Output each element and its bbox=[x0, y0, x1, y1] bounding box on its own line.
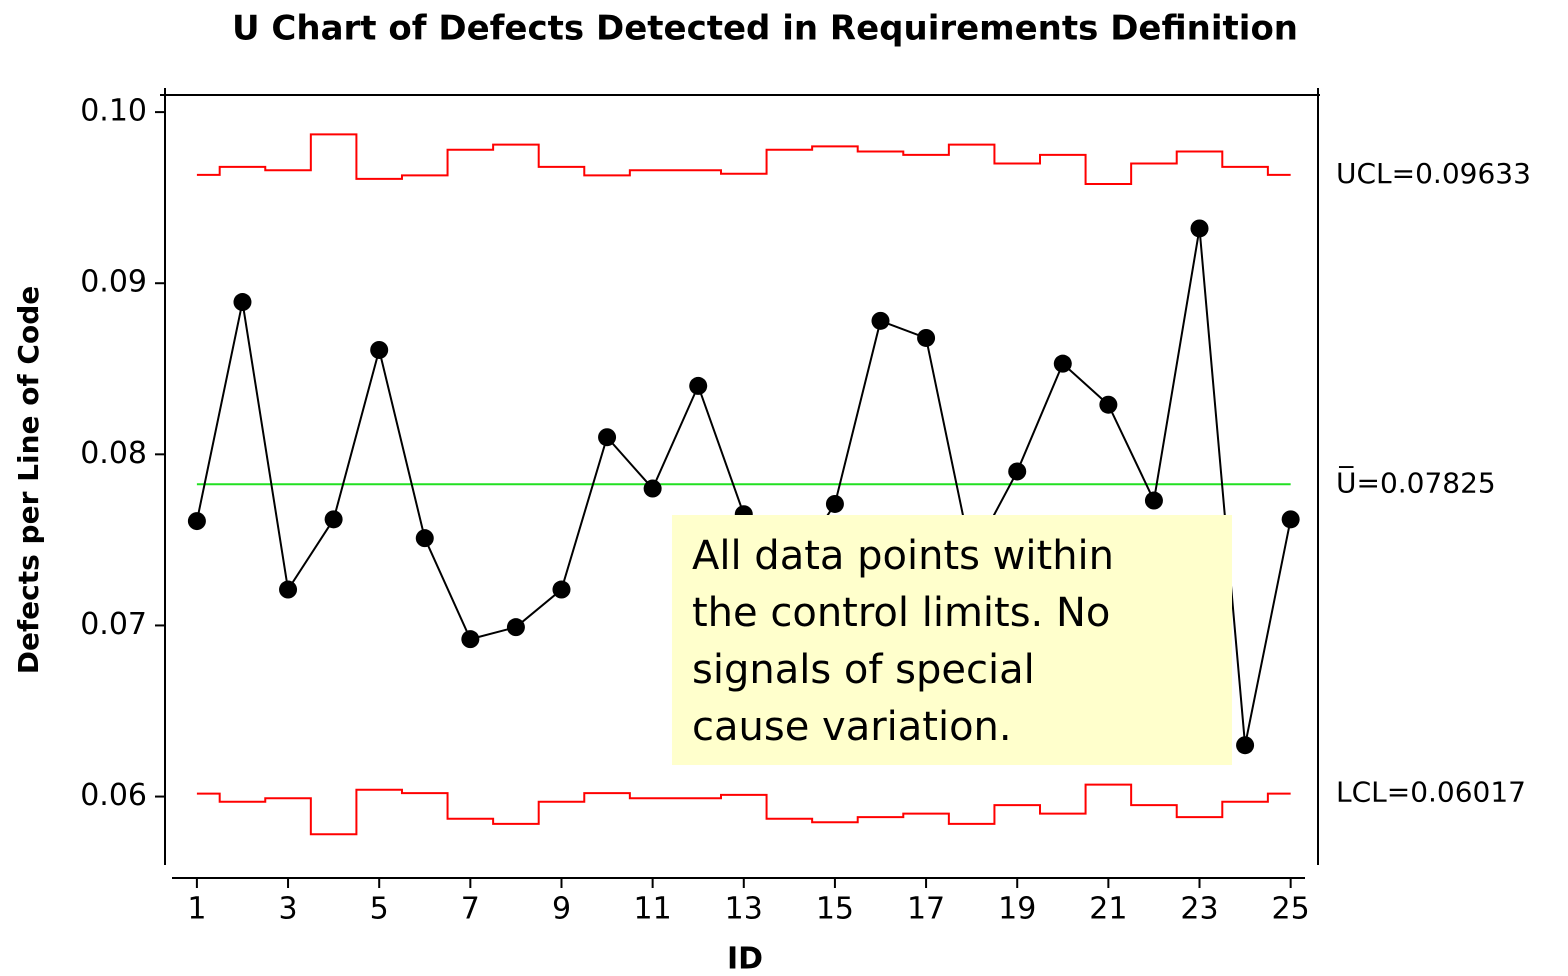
x-tick-label: 1 bbox=[187, 892, 206, 927]
data-point bbox=[917, 328, 936, 347]
control-limit bbox=[196, 133, 1291, 185]
chart-title: U Chart of Defects Detected in Requireme… bbox=[232, 9, 1298, 49]
data-point bbox=[1144, 491, 1163, 510]
data-point bbox=[461, 630, 480, 649]
x-axis-label: ID bbox=[727, 942, 763, 976]
data-point bbox=[1053, 354, 1072, 373]
data-point bbox=[552, 580, 571, 599]
x-tick-label: 3 bbox=[279, 892, 298, 927]
data-point bbox=[324, 510, 343, 529]
y-tick-label: 0.07 bbox=[80, 607, 147, 642]
data-point bbox=[279, 580, 298, 599]
x-tick-label: 15 bbox=[816, 892, 854, 927]
x-tick-label: 21 bbox=[1089, 892, 1127, 927]
x-tick-label: 13 bbox=[725, 892, 763, 927]
x-tick-label: 11 bbox=[634, 892, 672, 927]
data-point bbox=[825, 494, 844, 513]
frame bbox=[160, 88, 1320, 879]
control-limit bbox=[196, 783, 1291, 836]
data-point bbox=[187, 512, 206, 531]
data-point bbox=[871, 311, 890, 330]
x-tick-label: 5 bbox=[370, 892, 389, 927]
annotation-box bbox=[672, 515, 1232, 765]
annotation-text: cause variation. bbox=[692, 704, 1012, 750]
x-tick-label: 9 bbox=[552, 892, 571, 927]
data-point bbox=[1236, 736, 1255, 755]
data-point bbox=[233, 293, 252, 312]
data-point bbox=[415, 529, 434, 548]
x-tick-label: 7 bbox=[461, 892, 480, 927]
data-point bbox=[1281, 510, 1300, 529]
y-axis-label: Defects per Line of Code bbox=[12, 286, 45, 675]
y-tick-label: 0.10 bbox=[80, 94, 147, 129]
annotation-text: All data points within bbox=[692, 533, 1114, 579]
data-point bbox=[506, 618, 525, 637]
y-tick-label: 0.06 bbox=[80, 778, 147, 813]
data-point bbox=[1008, 462, 1027, 481]
y-tick-label: 0.08 bbox=[80, 436, 147, 471]
data-point bbox=[1099, 395, 1118, 414]
x-tick-label: 25 bbox=[1272, 892, 1310, 927]
limit-label: LCL=0.06017 bbox=[1336, 776, 1526, 809]
annotation-text: the control limits. No bbox=[692, 590, 1110, 636]
limit-label: UCL=0.09633 bbox=[1336, 157, 1531, 190]
y-tick-label: 0.09 bbox=[80, 265, 147, 300]
x-tick-label: 17 bbox=[907, 892, 945, 927]
annotation-text: signals of special bbox=[692, 647, 1035, 693]
data-point bbox=[370, 340, 389, 359]
data-point bbox=[598, 428, 617, 447]
data-point bbox=[689, 376, 708, 395]
data-point bbox=[1190, 219, 1209, 238]
center-label: U̅=0.07825 bbox=[1336, 465, 1496, 499]
x-tick-label: 19 bbox=[998, 892, 1036, 927]
data-point bbox=[643, 479, 662, 498]
x-tick-label: 23 bbox=[1180, 892, 1218, 927]
